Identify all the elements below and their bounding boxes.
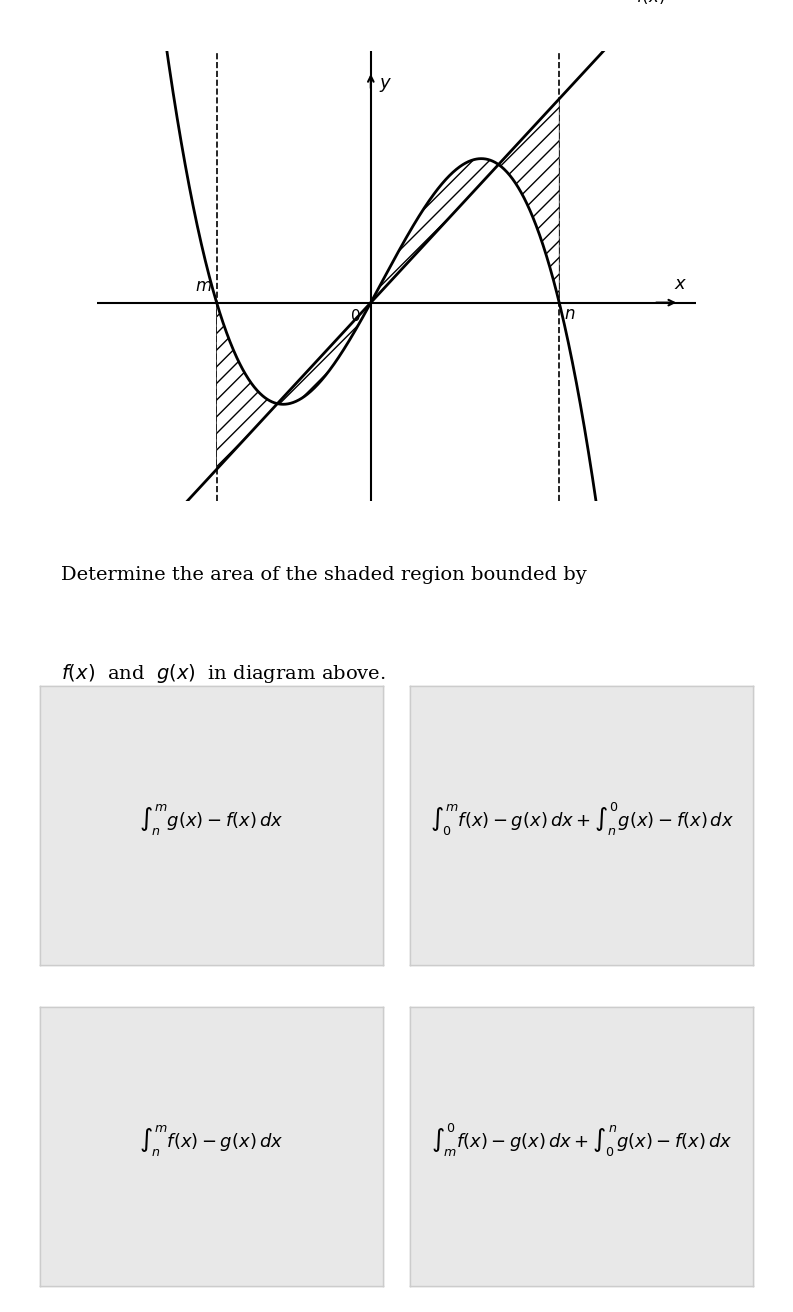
Text: $f(x)$  and  $g(x)$  in diagram above.: $f(x)$ and $g(x)$ in diagram above. (61, 663, 386, 685)
Text: $\int_{n}^{m} f(x)-g(x)\,dx$: $\int_{n}^{m} f(x)-g(x)\,dx$ (139, 1123, 283, 1158)
Text: $\int_{n}^{m} f(x)-g(x)\,dx$: $\int_{n}^{m} f(x)-g(x)\,dx$ (139, 1123, 283, 1158)
Text: $\int_{m}^{0} f(x)-g(x)\,dx+\int_{0}^{n} g(x)-f(x)\,dx$: $\int_{m}^{0} f(x)-g(x)\,dx+\int_{0}^{n}… (431, 1122, 733, 1160)
Text: $\int_{m}^{0} f(x)-g(x)\,dx+\int_{0}^{n} g(x)-f(x)\,dx$: $\int_{m}^{0} f(x)-g(x)\,dx+\int_{0}^{n}… (431, 1122, 733, 1160)
Text: $\int_{n}^{m} g(x)-f(x)\,dx$: $\int_{n}^{m} g(x)-f(x)\,dx$ (139, 803, 283, 837)
Text: $\int_{n}^{m} g(x)-f(x)\,dx$: $\int_{n}^{m} g(x)-f(x)\,dx$ (139, 803, 283, 837)
Text: Determine the area of the shaded region bounded by: Determine the area of the shaded region … (61, 565, 587, 584)
Text: $\int_{0}^{m} f(x)-g(x)\,dx+\int_{n}^{0} g(x)-f(x)\,dx$: $\int_{0}^{m} f(x)-g(x)\,dx+\int_{n}^{0}… (430, 802, 734, 838)
Text: $\int_{0}^{m} f(x)-g(x)\,dx+\int_{n}^{0} g(x)-f(x)\,dx$: $\int_{0}^{m} f(x)-g(x)\,dx+\int_{n}^{0}… (430, 802, 734, 838)
